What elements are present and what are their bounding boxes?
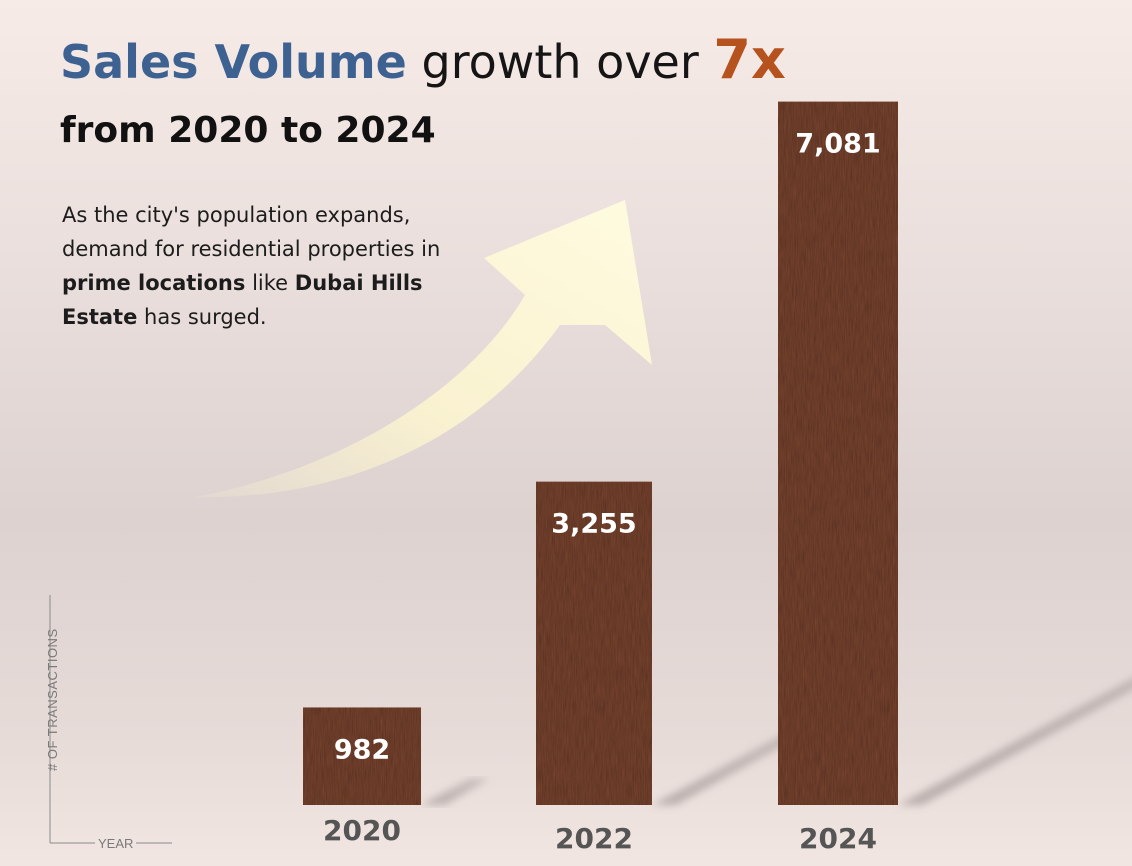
chart-title: Sales Volume growth over 7x (60, 28, 786, 91)
desc-highlight-2: Dubai Hills Estate (62, 271, 423, 329)
subtitle-range: 2020 to 2024 (168, 110, 436, 151)
category-label-2020: 2020 (323, 814, 401, 847)
x-axis-label: YEAR (98, 836, 134, 851)
growth-arrow-icon (195, 200, 652, 498)
title-highlight: Sales Volume (60, 35, 407, 89)
data-label-2022: 3,255 (551, 509, 636, 540)
category-label-2022: 2022 (555, 822, 633, 855)
data-label-2020: 982 (334, 734, 390, 765)
bar-2020 (303, 707, 421, 805)
subtitle-prefix: from (60, 110, 156, 151)
desc-part-3: has surged. (144, 305, 267, 329)
bar-2024 (778, 101, 898, 805)
bars-group (303, 101, 898, 805)
desc-part-2: like (252, 271, 289, 295)
title-middle: growth over (421, 35, 699, 89)
desc-part-1: As the city's population expands, demand… (62, 203, 441, 261)
y-axis-label: # OF TRANSACTIONS (45, 628, 60, 771)
category-label-2024: 2024 (799, 822, 877, 855)
data-labels-group: 982 3,255 7,081 (334, 129, 881, 766)
bar-2022 (536, 481, 652, 805)
chart-subtitle: from 2020 to 2024 (60, 110, 436, 151)
category-labels-group: 2020 2022 2024 (323, 814, 877, 855)
bar-shadow-2020 (421, 778, 490, 805)
title-multiplier: 7x (713, 28, 786, 91)
data-label-2024: 7,081 (795, 129, 880, 160)
bar-shadow-2024 (898, 678, 1132, 805)
bar-shadows (421, 678, 1132, 805)
description-text: As the city's population expands, demand… (62, 198, 462, 334)
desc-highlight-1: prime locations (62, 271, 246, 295)
